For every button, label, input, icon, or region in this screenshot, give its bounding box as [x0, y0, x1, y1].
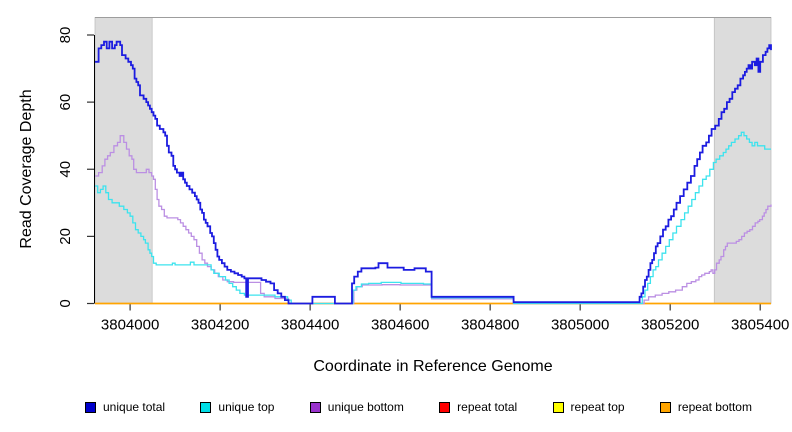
x-tick-label: 3804800 [461, 317, 519, 334]
x-tick-label: 3804000 [101, 317, 159, 334]
legend-label: repeat top [570, 400, 625, 414]
x-tick-label: 3804400 [281, 317, 339, 334]
legend-item-unique-bottom: unique bottom [309, 400, 404, 414]
legend-swatch-icon [552, 401, 564, 413]
y-axis-title: Read Coverage Depth [18, 89, 35, 249]
series-line-unique-bottom [95, 135, 772, 305]
x-tick-label: 3805400 [731, 317, 789, 334]
x-tick-label: 3804200 [191, 317, 249, 334]
legend-item-unique-top: unique top [200, 400, 274, 414]
x-tick-label: 3804600 [371, 317, 429, 334]
y-tick-label: 80 [57, 27, 74, 44]
x-tick-label: 3805000 [551, 317, 609, 334]
series-line-unique-top [95, 131, 771, 305]
x-axis-title: Coordinate in Reference Genome [313, 358, 553, 375]
y-tick-label: 20 [57, 228, 74, 245]
legend-label: unique top [218, 400, 275, 414]
legend-item-unique-total: unique total [85, 400, 165, 414]
legend-swatch-icon [659, 401, 671, 413]
legend-item-repeat-total: repeat total [439, 400, 517, 414]
y-tick-label: 0 [57, 299, 74, 307]
legend-label: unique bottom [327, 400, 404, 414]
legend-label: unique total [103, 400, 166, 414]
legend-swatch-icon [439, 401, 451, 413]
y-tick-label: 60 [57, 94, 74, 111]
legend-label: repeat bottom [677, 400, 752, 414]
legend-item-repeat-bottom: repeat bottom [659, 400, 752, 414]
y-tick-label: 40 [57, 161, 74, 178]
legend-label: repeat total [457, 400, 518, 414]
legend-swatch-icon [200, 401, 212, 413]
legend: unique total unique top unique bottom repea… [85, 398, 752, 416]
series-line-unique-total [95, 40, 772, 305]
shaded-region [94, 17, 153, 304]
legend-swatch-icon [309, 401, 321, 413]
legend-swatch-icon [85, 401, 96, 413]
x-tick-label: 3805200 [641, 317, 699, 334]
legend-item-repeat-top: repeat top [552, 400, 625, 414]
